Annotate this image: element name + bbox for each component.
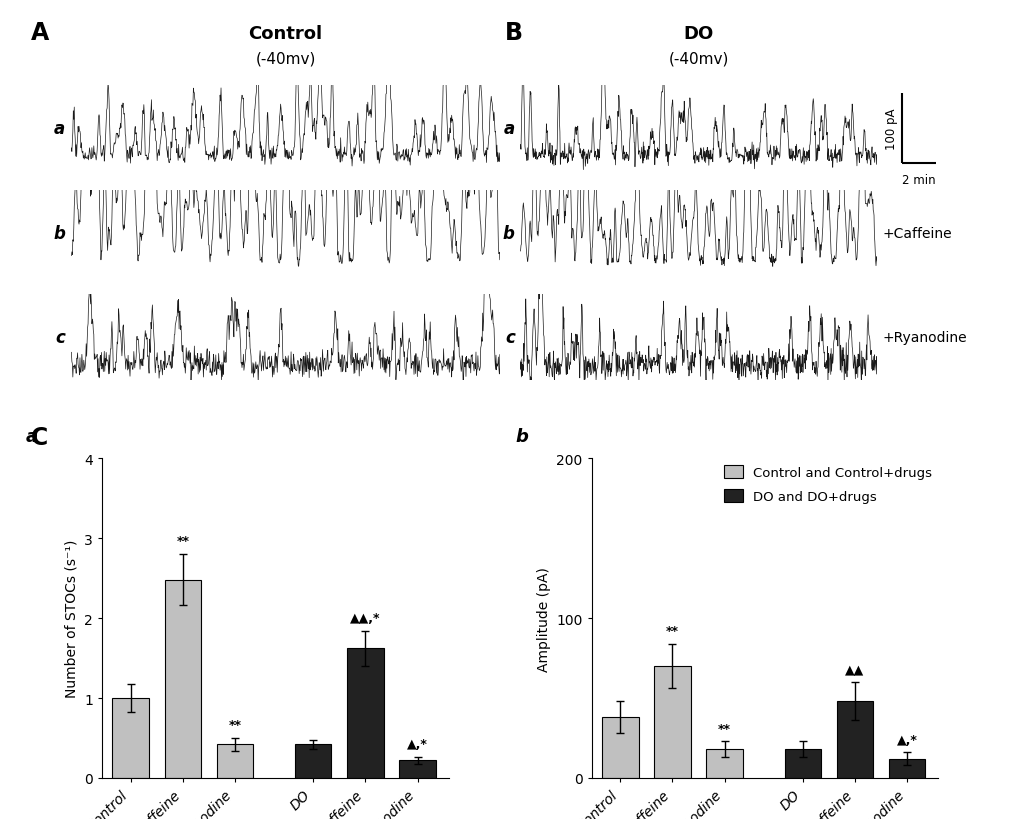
Text: A: A <box>31 20 49 44</box>
Bar <box>836 701 872 778</box>
Bar <box>653 667 690 778</box>
Y-axis label: Number of STOCs (s⁻¹): Number of STOCs (s⁻¹) <box>64 539 78 698</box>
Text: B: B <box>504 20 523 44</box>
Text: c: c <box>55 329 65 347</box>
Bar <box>705 749 742 778</box>
Bar <box>164 580 201 778</box>
Text: 2 min: 2 min <box>901 174 934 187</box>
Text: c: c <box>504 329 515 347</box>
Bar <box>888 759 924 778</box>
Text: a: a <box>54 120 65 138</box>
Y-axis label: Amplitude (pA): Amplitude (pA) <box>536 566 550 671</box>
Bar <box>346 649 383 778</box>
Text: ▲▲,*: ▲▲,* <box>350 611 380 624</box>
Text: **: ** <box>665 625 679 637</box>
Text: Control: Control <box>249 25 322 43</box>
Text: ▲▲: ▲▲ <box>845 663 864 676</box>
Text: **: ** <box>228 718 242 731</box>
Text: b: b <box>53 224 65 242</box>
Text: +Caffeine: +Caffeine <box>881 226 951 241</box>
Bar <box>216 744 253 778</box>
Bar <box>784 749 820 778</box>
Text: (-40mv): (-40mv) <box>255 52 316 66</box>
Bar <box>398 761 435 778</box>
Text: **: ** <box>717 722 731 735</box>
Legend: Control and Control+drugs, DO and DO+drugs: Control and Control+drugs, DO and DO+dru… <box>716 459 937 510</box>
Text: a: a <box>25 428 38 446</box>
Text: b: b <box>502 224 515 242</box>
Text: (-40mv): (-40mv) <box>667 52 729 66</box>
Bar <box>112 698 149 778</box>
Text: ▲,*: ▲,* <box>896 733 917 746</box>
Bar <box>601 717 638 778</box>
Text: C: C <box>31 426 48 450</box>
Text: b: b <box>515 428 528 446</box>
Text: **: ** <box>176 534 190 547</box>
Text: ▲,*: ▲,* <box>407 737 428 750</box>
Bar <box>294 744 331 778</box>
Text: a: a <box>503 120 515 138</box>
Text: +Ryanodine: +Ryanodine <box>881 331 966 345</box>
Text: DO: DO <box>683 25 713 43</box>
Text: 100 pA: 100 pA <box>884 108 897 150</box>
